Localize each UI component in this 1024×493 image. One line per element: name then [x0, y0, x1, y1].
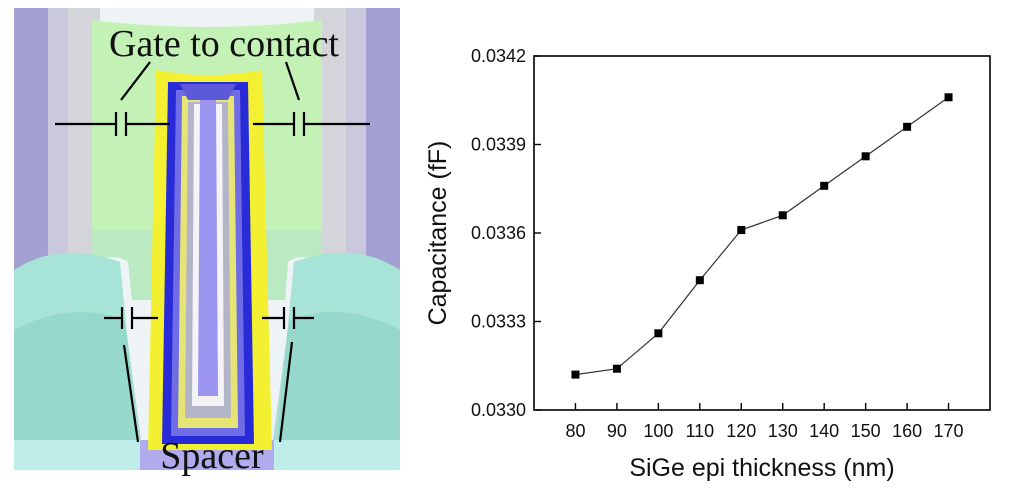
tick-labels: 80 90 100 110 120 130 140 150 160 170 0.0330 0.0333…	[471, 46, 964, 441]
data-point	[612, 364, 621, 373]
y-tick-label: 0.0336	[471, 223, 526, 243]
y-tick-label: 0.0342	[471, 46, 526, 66]
x-tick-label: 150	[851, 421, 881, 441]
device-cross-section: Gate to contact Spacer	[14, 8, 400, 477]
spacer-label: Spacer	[160, 435, 264, 477]
capacitance-chart: 80 90 100 110 120 130 140 150 160 170 0.0330 0.0333…	[424, 46, 991, 482]
series	[571, 93, 953, 379]
y-axis-label: Capacitance (fF)	[424, 141, 452, 326]
plot-frame	[533, 55, 991, 411]
data-point	[820, 181, 829, 190]
data-point	[778, 211, 787, 220]
x-tick-label: 130	[768, 421, 798, 441]
data-point	[654, 329, 663, 338]
y-tick-label: 0.0339	[471, 135, 526, 155]
data-point	[695, 276, 704, 285]
x-axis-label: SiGe epi thickness (nm)	[629, 454, 894, 482]
series-line	[575, 96, 949, 376]
data-point	[944, 93, 953, 102]
x-tick-label: 90	[607, 421, 627, 441]
lower-right-capacitor	[262, 307, 314, 443]
right-contact-liner	[346, 8, 366, 288]
lower-left-capacitor	[104, 307, 158, 443]
right-sd-epi-inner	[269, 312, 400, 470]
data-point	[571, 370, 580, 379]
metal-gate-core	[198, 100, 218, 396]
data-point	[903, 122, 912, 131]
y-tick-label: 0.0333	[471, 312, 526, 332]
gate-to-contact-label: Gate to contact	[109, 23, 339, 65]
data-point	[737, 226, 746, 235]
data-point	[861, 152, 870, 161]
left-sd-epi-inner	[14, 312, 145, 470]
x-tick-label: 80	[565, 421, 585, 441]
x-tick-label: 110	[685, 421, 714, 441]
x-tick-label: 100	[643, 421, 673, 441]
x-tick-label: 120	[726, 421, 756, 441]
upper-left-capacitor	[55, 61, 170, 136]
x-tick-label: 140	[809, 421, 839, 441]
x-tick-label: 170	[934, 421, 964, 441]
left-contact-liner	[48, 8, 68, 288]
y-tick-label: 0.0330	[471, 400, 526, 420]
gate-top-cap	[180, 84, 236, 100]
upper-right-capacitor	[253, 61, 370, 136]
x-tick-label: 160	[892, 421, 922, 441]
axis-ticks	[534, 55, 950, 411]
